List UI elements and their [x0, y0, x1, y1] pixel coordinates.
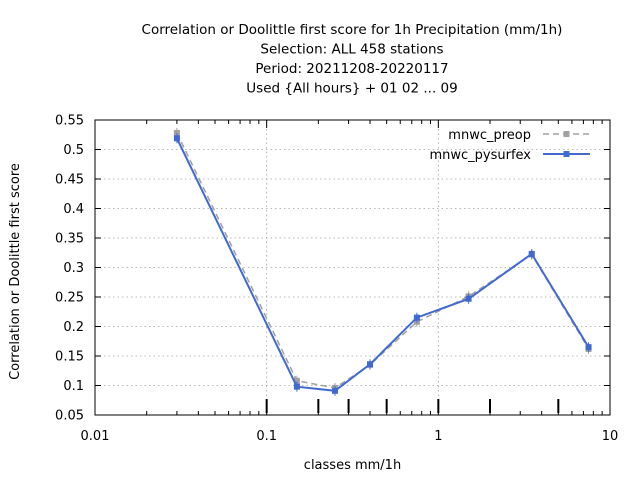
legend-marker [563, 131, 570, 137]
y-tick-label: 0.15 [55, 350, 84, 365]
legend-label-mnwc_preop: mnwc_preop [448, 128, 531, 143]
chart-title: Correlation or Doolittle first score for… [142, 22, 563, 97]
title-line-3: Period: 20211208-20220117 [255, 61, 448, 77]
y-tick-label: 0.55 [55, 114, 84, 129]
y-tick-label: 0.1 [63, 379, 84, 394]
y-tick-label: 0.05 [55, 409, 84, 424]
x-tick-label: 0.01 [81, 429, 110, 444]
x-tick-label: 10 [602, 429, 619, 444]
legend-marker [563, 151, 570, 157]
x-tick-label: 1 [434, 429, 442, 444]
y-tick-label: 0.2 [63, 320, 84, 335]
x-tick-label: 0.1 [256, 429, 277, 444]
grid [95, 120, 610, 415]
y-axis-ticks: 0.05 0.1 0.15 0.2 0.25 0.3 0.35 0.4 0.45 0.5 0.55 [55, 114, 610, 424]
y-tick-label: 0.35 [55, 232, 84, 247]
y-axis-label: Correlation or Doolittle first score [8, 163, 23, 380]
series-line-mnwc_preop [176, 132, 590, 389]
y-tick-label: 0.3 [63, 261, 84, 276]
series-lines [173, 127, 592, 396]
series-line-mnwc_pysurfex [175, 137, 590, 392]
title-line-4: Used {All hours} + 01 02 ... 09 [246, 81, 457, 97]
y-tick-label: 0.5 [63, 143, 84, 158]
legend-label-mnwc_pysurfex: mnwc_pysurfex [429, 148, 531, 163]
class-limit-marks [265, 399, 560, 413]
y-tick-label: 0.4 [63, 202, 84, 217]
y-tick-label: 0.25 [55, 291, 84, 306]
title-line-1: Correlation or Doolittle first score for… [142, 22, 563, 38]
x-axis-ticks: 0.01 0.1 1 10 [81, 120, 619, 444]
title-line-2: Selection: ALL 458 stations [260, 42, 443, 58]
x-axis-label: classes mm/1h [304, 458, 401, 473]
y-tick-label: 0.45 [55, 173, 84, 188]
legend: mnwc_preop mnwc_pysurfex [429, 128, 590, 163]
